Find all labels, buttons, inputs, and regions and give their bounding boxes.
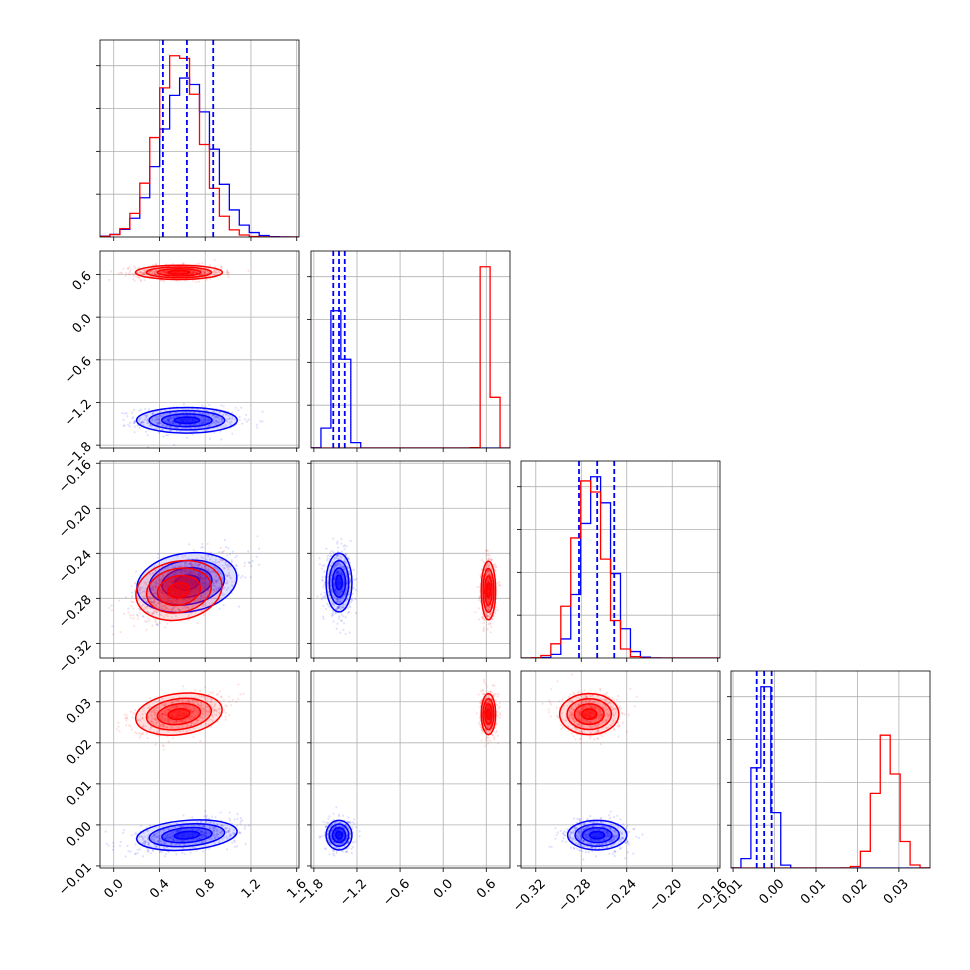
panel-1-1 — [307, 250, 511, 452]
panel-content — [100, 40, 299, 237]
panel-content — [541, 673, 644, 861]
panel-frame — [99, 39, 300, 238]
panel-content — [104, 683, 251, 858]
contour-series_a — [335, 574, 344, 591]
panel-2-0: −0.32−0.28−0.24−0.20−0.16 — [56, 457, 300, 677]
grid — [311, 671, 510, 868]
panel-3-2: −0.32 −0.28 −0.24 −0.20 −0.16 — [510, 670, 731, 915]
panel-frame — [310, 460, 511, 659]
panel-content — [316, 537, 502, 636]
x-tick-label: −0.20 — [647, 876, 686, 915]
contour-series_a — [173, 416, 201, 425]
panel-0-0 — [96, 39, 300, 241]
y-tick-label: 0.00 — [64, 819, 95, 850]
contour-series_b — [167, 269, 191, 275]
panel-content — [108, 259, 264, 448]
histogram-series_b — [100, 55, 299, 237]
panel-1-0: −1.8−1.2−0.60.00.6 — [62, 250, 300, 472]
panel-2-1 — [307, 460, 511, 662]
scatter-series_a — [104, 809, 251, 858]
x-tick-label: 0.6 — [474, 876, 499, 901]
x-tick-label: 0.00 — [757, 876, 788, 907]
y-tick-label: −0.28 — [56, 593, 95, 632]
y-tick-label: −0.20 — [56, 503, 95, 542]
panel-frame — [99, 670, 300, 869]
histogram-series_b — [731, 734, 930, 868]
panel-frame — [310, 250, 511, 449]
y-tick-label: −0.32 — [56, 638, 95, 677]
panel-frame — [99, 460, 300, 659]
x-tick-label: 0.0 — [102, 876, 127, 901]
contour-series_a — [173, 830, 201, 840]
panel-3-0: 0.0 0.4 0.8 1.2 1.6−0.010.000.010.020.03 — [56, 670, 310, 902]
grid — [100, 40, 299, 237]
y-tick-label: −1.2 — [62, 397, 95, 430]
grid — [100, 671, 299, 868]
x-tick-label: 0.02 — [839, 876, 870, 907]
x-tick-label: −0.28 — [556, 876, 595, 915]
grid — [100, 461, 299, 658]
histogram-series_b — [521, 480, 720, 658]
panel-content — [318, 678, 502, 857]
y-tick-label: 0.01 — [64, 778, 95, 809]
x-tick-label: 0.03 — [881, 876, 912, 907]
y-tick-label: −0.6 — [62, 354, 95, 387]
y-tick-label: 0.02 — [64, 737, 95, 768]
x-tick-label: 0.0 — [431, 876, 456, 901]
grid — [521, 671, 720, 868]
x-tick-label: 0.01 — [798, 876, 829, 907]
contour-series_b — [167, 708, 191, 721]
x-tick-label: −0.24 — [601, 876, 640, 915]
y-tick-label: 0.0 — [70, 311, 95, 336]
x-tick-label: −0.6 — [380, 876, 413, 909]
y-tick-label: 0.03 — [64, 696, 95, 727]
contour-series_a — [335, 830, 344, 840]
panel-content — [521, 461, 720, 658]
panel-frame — [520, 460, 721, 659]
x-tick-label: −1.2 — [337, 876, 370, 909]
y-tick-label: −0.01 — [56, 860, 95, 899]
x-tick-label: 1.2 — [239, 876, 264, 901]
histogram-series_b — [311, 266, 510, 448]
y-tick-label: 0.6 — [70, 269, 95, 294]
panel-frame — [99, 250, 300, 449]
contour-series_b — [167, 582, 191, 599]
histogram-series_a — [311, 310, 510, 448]
x-tick-label: 0.4 — [147, 876, 172, 901]
panel-3-3: −0.01 0.00 0.01 0.02 0.03 — [707, 670, 931, 915]
y-tick-label: −0.24 — [56, 548, 95, 587]
panel-frame — [310, 670, 511, 869]
x-tick-label: 0.8 — [193, 876, 218, 901]
grid — [311, 461, 510, 658]
panel-3-1: −1.8 −1.2 −0.6 0.0 0.6 — [294, 670, 511, 909]
x-tick-label: −0.32 — [510, 876, 549, 915]
panel-content — [108, 535, 261, 636]
panel-2-2 — [517, 460, 721, 662]
contour-series_b — [485, 582, 491, 599]
panel-frame — [520, 670, 721, 869]
panel-content — [311, 251, 510, 448]
panel-frame — [730, 670, 931, 869]
contour-series_a — [589, 830, 606, 840]
panel-content — [731, 671, 930, 868]
contour-series_b — [581, 708, 598, 720]
contour-series_b — [485, 708, 491, 720]
